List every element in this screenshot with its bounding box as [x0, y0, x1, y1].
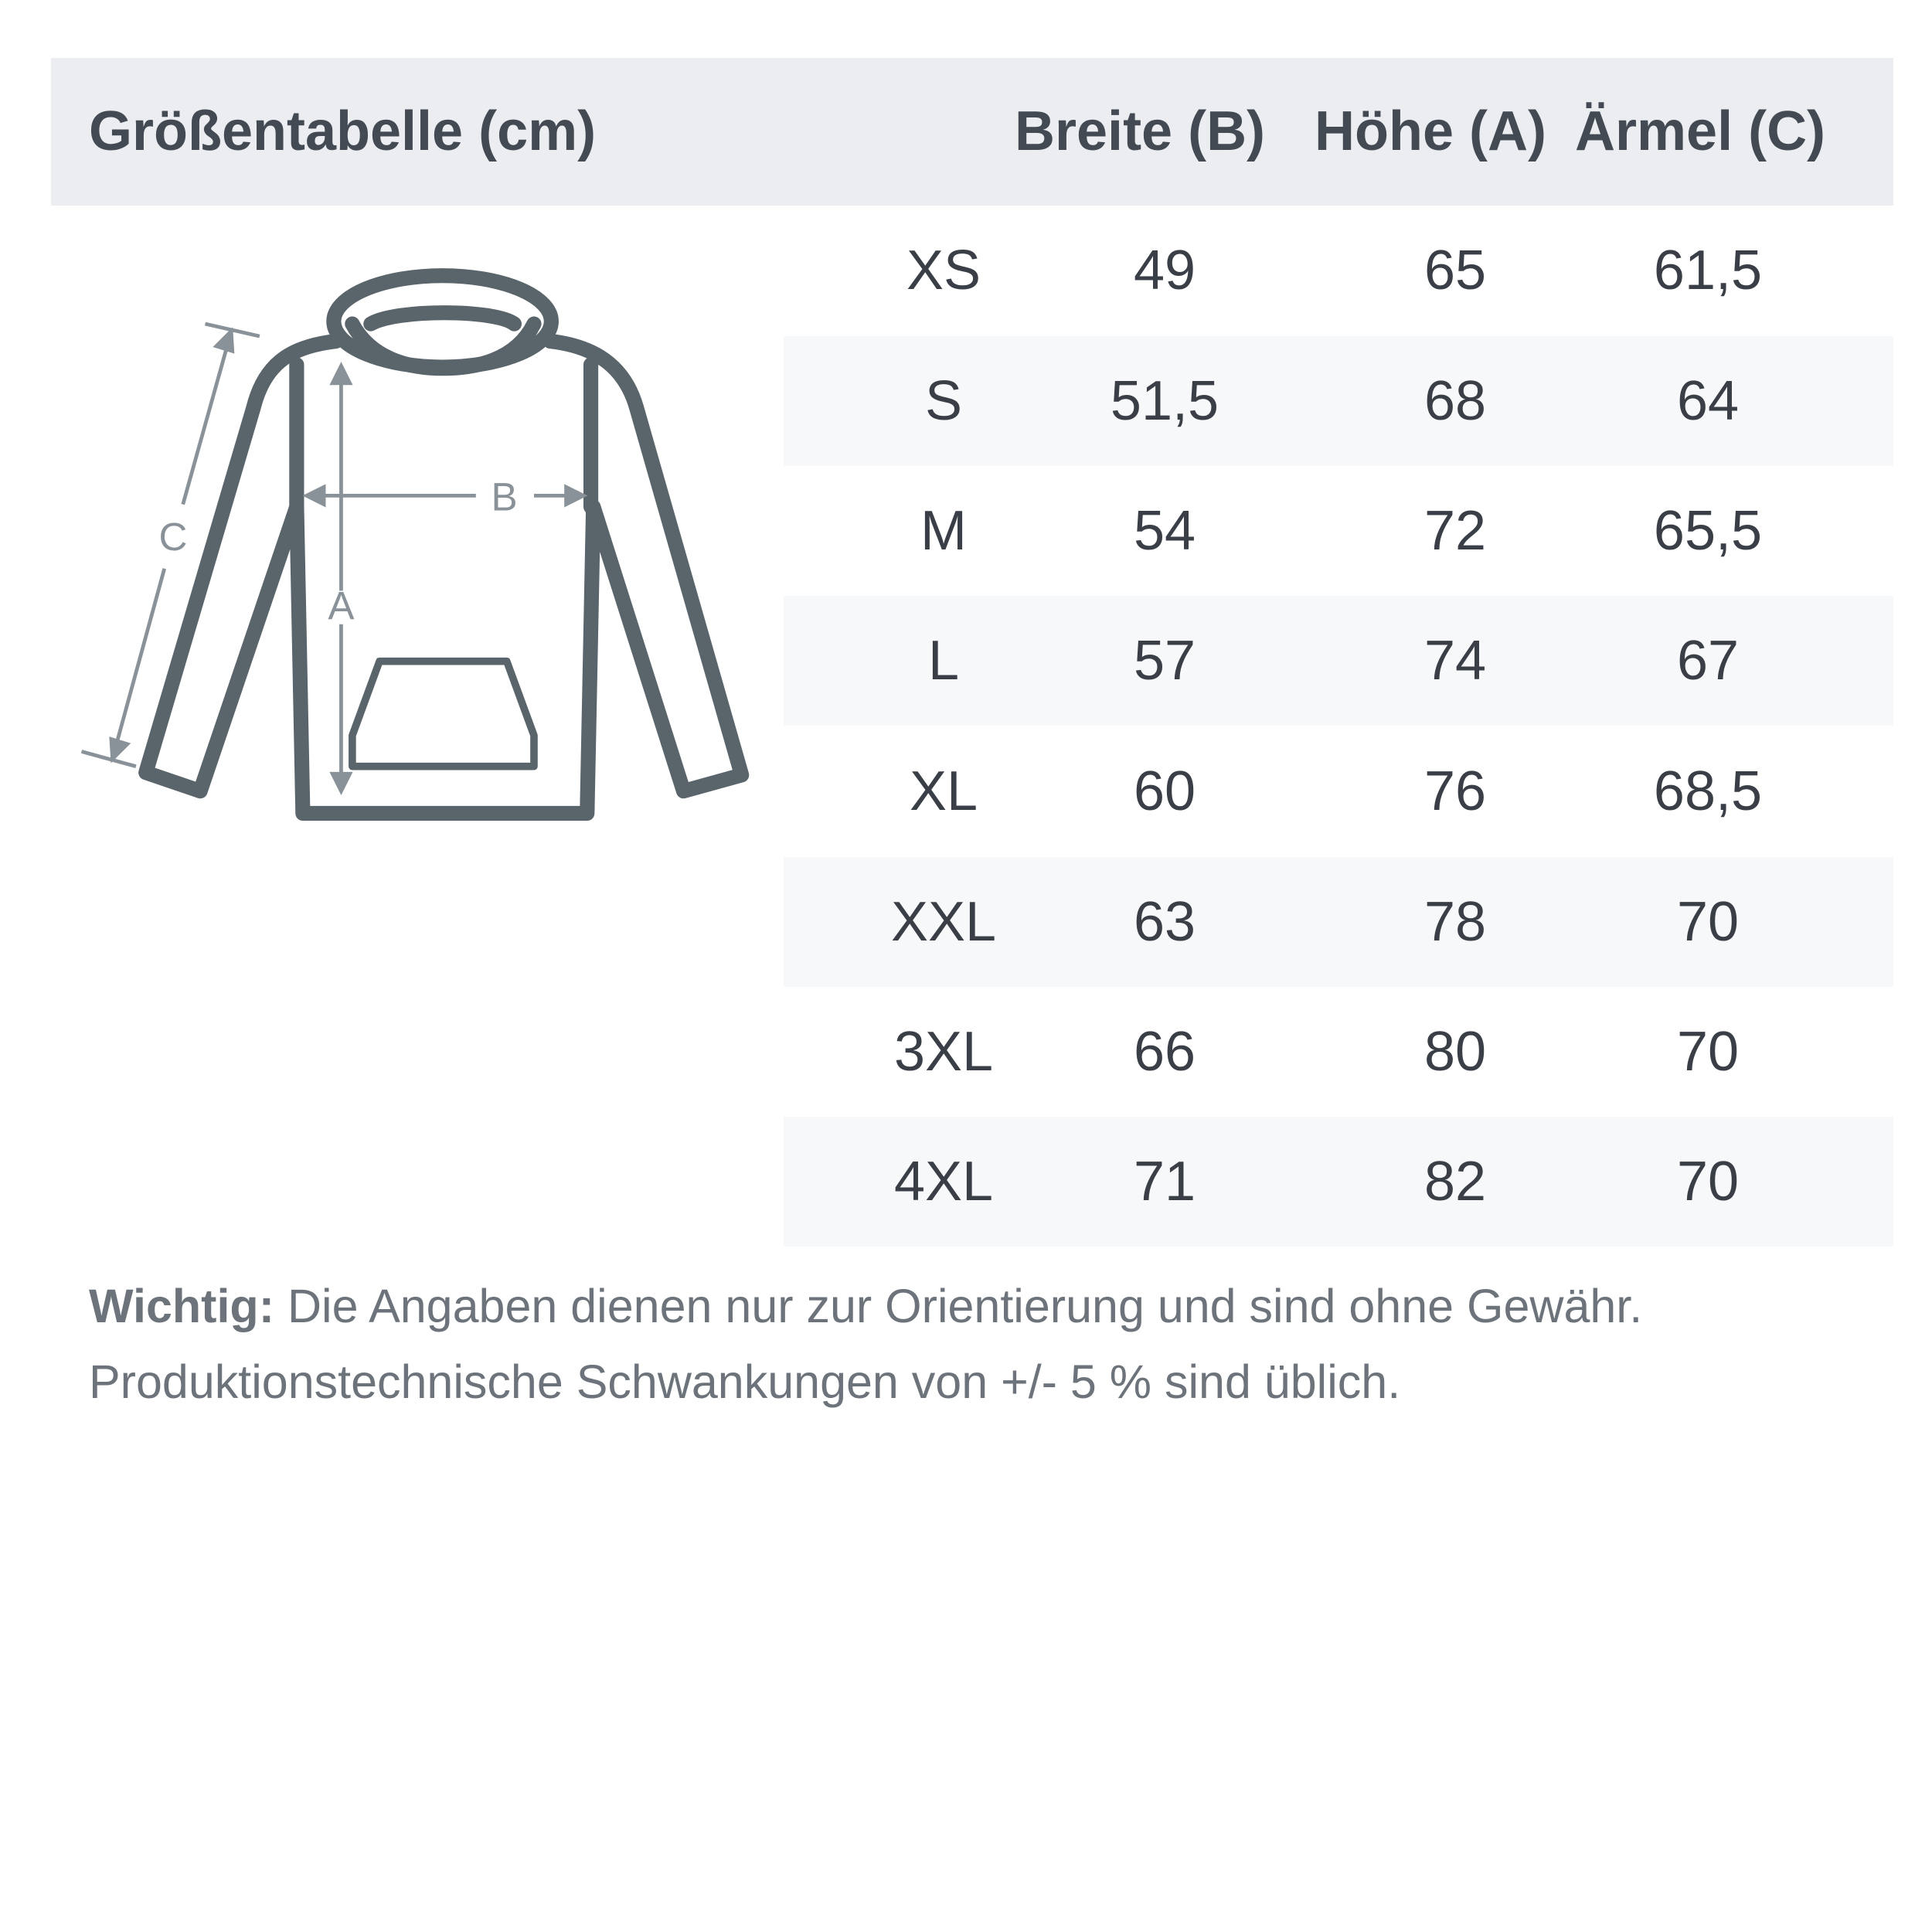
cell-breite: 66 [1133, 1021, 1196, 1083]
cell-size: XL [909, 760, 978, 822]
cell-size: S [924, 370, 963, 432]
cell-size: XS [906, 240, 981, 301]
table-row: XS 49 65 61,5 [784, 206, 1893, 335]
table-row: S 51,5 68 64 [784, 336, 1893, 466]
page-title: Größentabelle (cm) [89, 100, 597, 162]
label-b: B [492, 475, 518, 519]
cell-aermel: 67 [1676, 630, 1740, 692]
cell-hoehe: 76 [1423, 760, 1487, 822]
table-row: 4XL 71 82 70 [784, 1117, 1893, 1247]
column-header-hoehe: Höhe (A) [1315, 100, 1546, 162]
table-row: 3XL 66 80 70 [784, 987, 1893, 1117]
table-row: M 54 72 65,5 [784, 466, 1893, 596]
cell-aermel: 70 [1676, 1021, 1740, 1083]
measurement-lines [80, 321, 588, 796]
note-line-2: Produktionstechnische Schwankungen von +… [89, 1355, 1401, 1408]
cell-breite: 51,5 [1110, 370, 1219, 432]
table-row: XL 60 76 68,5 [784, 726, 1893, 856]
cell-size: M [920, 500, 967, 562]
cell-hoehe: 65 [1423, 240, 1487, 301]
note-label: Wichtig: [89, 1280, 275, 1332]
cell-aermel: 70 [1676, 891, 1740, 953]
cell-breite: 54 [1133, 500, 1196, 562]
cell-breite: 60 [1133, 760, 1196, 822]
cell-aermel: 70 [1676, 1151, 1740, 1213]
note-text-1: Die Angaben dienen nur zur Orientierung … [274, 1280, 1643, 1332]
cell-hoehe: 80 [1423, 1021, 1487, 1083]
hoodie-outline [138, 268, 750, 821]
cell-hoehe: 82 [1423, 1151, 1487, 1213]
cell-aermel: 65,5 [1653, 500, 1763, 562]
cell-aermel: 64 [1676, 370, 1740, 432]
cell-size: XXL [890, 891, 997, 953]
cell-hoehe: 78 [1423, 891, 1487, 953]
cell-breite: 49 [1133, 240, 1196, 301]
cell-breite: 71 [1133, 1151, 1196, 1213]
label-a: A [328, 583, 355, 628]
cell-breite: 63 [1133, 891, 1196, 953]
column-header-aermel: Ärmel (C) [1575, 100, 1826, 162]
cell-hoehe: 68 [1423, 370, 1487, 432]
cell-size: 3XL [893, 1021, 994, 1083]
cell-aermel: 68,5 [1653, 760, 1763, 822]
table-header: Größentabelle (cm) Breite (B) Höhe (A) Ä… [51, 58, 1893, 206]
note-line-1: Wichtig: Die Angaben dienen nur zur Orie… [89, 1279, 1642, 1333]
cell-hoehe: 74 [1423, 630, 1487, 692]
cell-size: 4XL [893, 1151, 994, 1213]
cell-breite: 57 [1133, 630, 1196, 692]
cell-aermel: 61,5 [1653, 240, 1763, 301]
label-c: C [158, 515, 187, 559]
column-header-breite: Breite (B) [1015, 100, 1266, 162]
cell-hoehe: 72 [1423, 500, 1487, 562]
cell-size: L [927, 630, 960, 692]
table-row: XXL 63 78 70 [784, 857, 1893, 987]
table-row: L 57 74 67 [784, 596, 1893, 726]
